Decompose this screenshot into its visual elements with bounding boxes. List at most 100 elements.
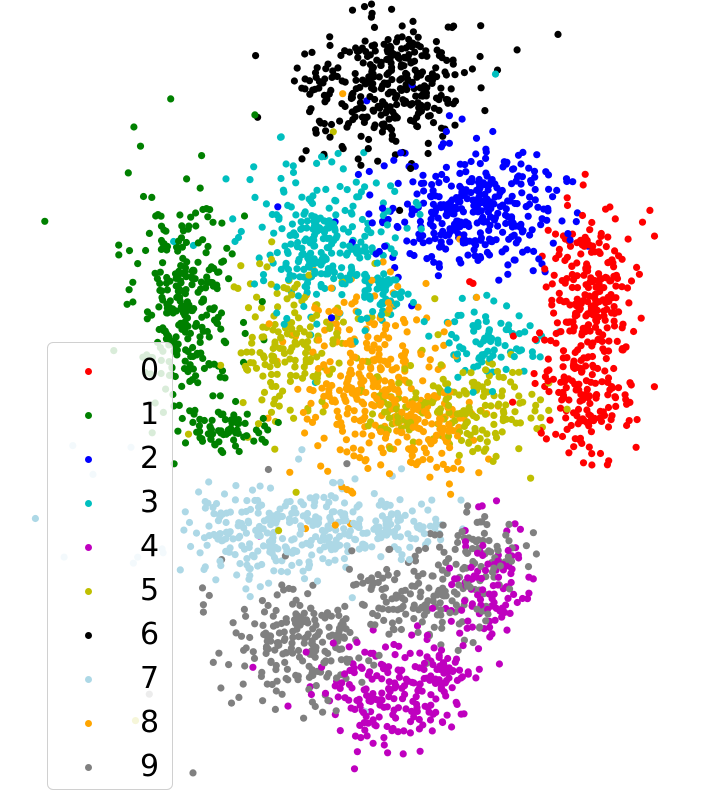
scatter-point-class-1 [203, 311, 211, 319]
scatter-point-class-3 [282, 259, 290, 267]
scatter-point-class-8 [449, 464, 458, 472]
scatter-point-class-9 [480, 529, 488, 538]
scatter-point-class-0 [587, 305, 596, 313]
scatter-point-class-0 [604, 391, 612, 399]
scatter-point-class-0 [575, 306, 584, 314]
scatter-point-class-6 [468, 65, 476, 73]
scatter-point-class-6 [315, 84, 323, 92]
scatter-point-class-3 [295, 255, 303, 263]
scatter-point-class-4 [398, 695, 407, 703]
scatter-point-class-3 [497, 319, 505, 327]
scatter-point-class-1 [215, 427, 223, 435]
scatter-point-class-9 [380, 616, 388, 625]
scatter-point-class-3 [294, 238, 302, 247]
scatter-point-class-8 [465, 398, 473, 406]
scatter-point-class-4 [456, 629, 464, 637]
scatter-point-class-8 [366, 372, 374, 380]
scatter-point-class-9 [232, 629, 240, 637]
scatter-point-class-7 [231, 551, 239, 559]
scatter-point-class-2 [425, 237, 433, 245]
scatter-point-class-8 [453, 432, 462, 440]
scatter-point-class-6 [377, 61, 385, 69]
scatter-point-class-5 [291, 363, 299, 371]
scatter-point-class-7 [428, 496, 436, 504]
scatter-point-class-5 [276, 344, 284, 352]
scatter-point-class-5 [270, 400, 278, 408]
scatter-point-class-4 [408, 707, 416, 716]
scatter-point-class-9 [343, 460, 351, 468]
scatter-point-class-9 [251, 620, 259, 628]
scatter-point-class-4 [400, 727, 408, 735]
scatter-point-class-2 [509, 165, 518, 173]
scatter-point-class-0 [588, 461, 596, 469]
scatter-point-class-1 [196, 285, 205, 293]
scatter-point-class-2 [467, 157, 475, 166]
scatter-point-class-9 [263, 632, 271, 641]
scatter-point-class-8 [314, 364, 322, 373]
scatter-point-class-4 [341, 670, 349, 678]
scatter-point-class-9 [370, 661, 378, 669]
scatter-point-class-5 [288, 325, 296, 333]
scatter-point-class-2 [472, 134, 481, 142]
scatter-point-class-5 [279, 387, 287, 395]
scatter-point-class-5 [252, 364, 261, 372]
scatter-point-class-4 [357, 663, 365, 671]
scatter-point-class-2 [447, 182, 455, 190]
scatter-point-class-2 [531, 196, 539, 204]
scatter-point-class-0 [570, 363, 578, 371]
scatter-point-class-6 [426, 112, 434, 120]
scatter-point-class-6 [422, 47, 430, 55]
scatter-point-class-8 [443, 465, 451, 474]
scatter-point-class-2 [456, 223, 464, 231]
scatter-point-class-0 [602, 355, 610, 363]
scatter-point-class-6 [388, 76, 396, 84]
scatter-point-class-5 [248, 348, 256, 356]
scatter-point-class-9 [294, 612, 302, 620]
scatter-point-class-2 [394, 223, 402, 232]
scatter-point-class-6 [359, 104, 367, 112]
scatter-point-class-7 [243, 555, 251, 563]
scatter-point-class-3 [491, 70, 500, 78]
scatter-point-class-1 [193, 351, 201, 359]
scatter-point-class-4 [375, 713, 383, 721]
scatter-point-class-5 [502, 415, 510, 423]
scatter-point-class-8 [350, 415, 358, 423]
scatter-point-class-7 [222, 535, 230, 543]
scatter-point-class-7 [351, 475, 359, 483]
scatter-point-class-7 [235, 519, 243, 527]
scatter-point-class-3 [345, 242, 354, 250]
scatter-point-class-3 [287, 240, 295, 248]
scatter-point-class-9 [246, 633, 254, 642]
scatter-point-class-3 [353, 270, 361, 279]
scatter-point-class-1 [195, 422, 203, 430]
scatter-point-class-7 [196, 549, 204, 557]
scatter-point-class-7 [210, 530, 218, 539]
scatter-point-class-0 [559, 354, 567, 362]
scatter-point-class-8 [358, 357, 366, 365]
legend-marker [85, 632, 92, 639]
scatter-point-class-3 [458, 294, 466, 302]
scatter-point-class-1 [163, 309, 172, 317]
scatter-point-class-2 [462, 168, 470, 176]
scatter-point-class-5 [445, 401, 453, 410]
scatter-point-class-9 [454, 646, 462, 655]
scatter-point-class-1 [207, 263, 216, 271]
scatter-point-class-8 [382, 430, 390, 438]
scatter-point-class-5 [275, 527, 283, 535]
scatter-point-class-9 [452, 560, 460, 568]
scatter-point-class-6 [376, 104, 384, 112]
legend-item-8: 8 [48, 701, 172, 745]
scatter-point-class-7 [236, 560, 244, 568]
scatter-point-class-5 [271, 320, 279, 329]
scatter-point-class-2 [451, 203, 459, 211]
scatter-point-class-0 [574, 405, 583, 413]
scatter-point-class-0 [597, 229, 605, 238]
scatter-point-class-5 [271, 445, 279, 453]
scatter-point-class-8 [445, 427, 453, 435]
scatter-point-class-0 [611, 215, 619, 223]
scatter-point-class-3 [485, 327, 493, 335]
scatter-point-class-0 [563, 201, 572, 210]
scatter-point-class-8 [299, 408, 307, 417]
scatter-point-class-9 [281, 658, 289, 667]
scatter-point-class-0 [606, 203, 614, 211]
